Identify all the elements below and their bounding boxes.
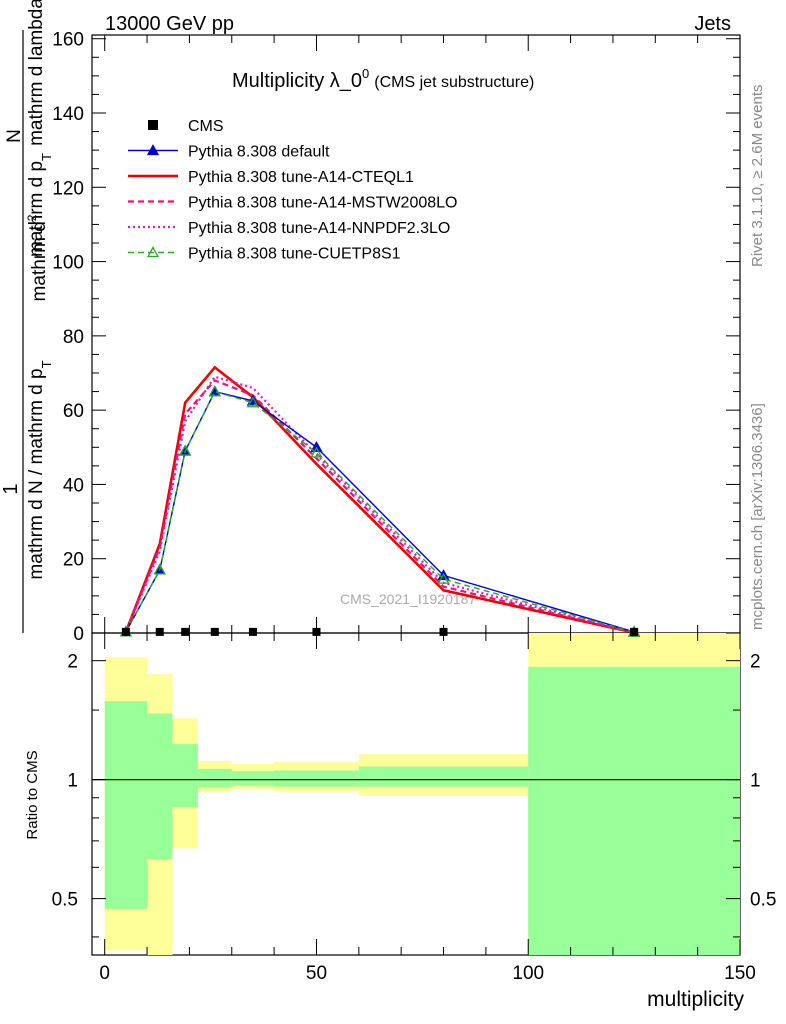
series-2 xyxy=(124,365,635,634)
ratio-x-tick-label: 150 xyxy=(724,963,756,984)
ratio-inner-band-0 xyxy=(104,701,148,910)
legend-entry-3: Pythia 8.308 tune-A14-MSTW2008LO xyxy=(128,195,457,212)
header-energy-label: 13000 GeV pp xyxy=(105,13,234,35)
main-y-tick-label: 40 xyxy=(63,475,84,496)
cms-data-point xyxy=(439,627,448,636)
legend-entry-0: CMS xyxy=(148,118,224,135)
legend-marker xyxy=(146,144,160,156)
svg-text:mathrm d2: mathrm d2 xyxy=(25,214,50,301)
main-y-tick-label: 60 xyxy=(63,401,84,422)
cms-data-point xyxy=(121,627,130,636)
ratio-inner-band-2 xyxy=(172,744,198,808)
svg-text:mathrm d N / mathrm d pT: mathrm d N / mathrm d pT xyxy=(26,360,54,579)
legend-entry-1: Pythia 8.308 default xyxy=(128,144,330,161)
main-y-tick-label: 120 xyxy=(52,178,84,199)
ratio-inner-band-7 xyxy=(528,666,740,955)
mcplots-label: mcplots.cern.ch [arXiv:1306.3436] xyxy=(749,403,766,630)
legend-entry-2: Pythia 8.308 tune-A14-CTEQL1 xyxy=(128,169,414,186)
legend-label: Pythia 8.308 tune-A14-NNPDF2.3LO xyxy=(188,220,450,237)
ratio-x-tick-label: 0 xyxy=(99,963,110,984)
series-marker-5 xyxy=(179,444,192,456)
ratio-inner-band-3 xyxy=(197,768,232,788)
legend-entry-4: Pythia 8.308 tune-A14-NNPDF2.3LO xyxy=(128,220,450,237)
series-4 xyxy=(124,375,635,634)
series-line-3 xyxy=(124,379,635,634)
ratio-y-tick-label: 0.5 xyxy=(52,890,78,911)
cms-data-point xyxy=(248,627,257,636)
main-series-layer xyxy=(119,365,641,637)
ratio-inner-band-1 xyxy=(147,713,173,859)
legend-label: CMS xyxy=(188,118,224,135)
rivet-version-label: Rivet 3.1.10, ≥ 2.6M events xyxy=(749,85,766,268)
main-y-tick-label: 100 xyxy=(52,253,84,274)
svg-text:mathrm d pT: mathrm d pT xyxy=(26,153,54,257)
analysis-watermark: CMS_2021_I1920187 xyxy=(340,591,476,607)
series-line-5 xyxy=(125,390,635,633)
ratio-y-tick-label: 2 xyxy=(67,652,78,673)
ratio-y-tick-label-right: 0.5 xyxy=(750,890,776,911)
cms-data-point xyxy=(630,627,639,636)
main-y-tick-label: 80 xyxy=(63,327,84,348)
cms-data-point xyxy=(155,627,164,636)
series-marker-1 xyxy=(208,385,221,397)
svg-text:N: N xyxy=(4,129,25,143)
cms-data-point xyxy=(181,627,190,636)
header-jets-label: Jets xyxy=(694,13,731,35)
ratio-y-tick-label-right: 2 xyxy=(750,652,761,673)
series-marker-5 xyxy=(208,385,221,397)
series-marker-5 xyxy=(246,396,260,408)
ratio-inner-band-6 xyxy=(358,766,529,787)
legend: CMS Pythia 8.308 default Pythia 8.308 tune… xyxy=(128,118,457,263)
ratio-inner-band-4 xyxy=(231,771,275,786)
main-y-axis-label: 1 mathrm d2 N mathrm d N / mathrm d pT m… xyxy=(0,0,54,633)
ratio-uncertainty-bands xyxy=(92,633,740,955)
ratio-y-tick-label-right: 1 xyxy=(750,771,761,792)
main-plot-title: Multiplicity λ_00(CMS jet substructure) xyxy=(232,66,534,92)
ratio-y-tick-label: 1 xyxy=(67,771,78,792)
legend-label: Pythia 8.308 tune-CUETP8S1 xyxy=(188,246,401,263)
x-axis-label: multiplicity xyxy=(647,988,744,1011)
ratio-inner-band-5 xyxy=(274,770,359,787)
svg-text:mathrm d lambda: mathrm d lambda xyxy=(26,0,47,146)
legend-label: Pythia 8.308 default xyxy=(188,144,330,161)
series-line-4 xyxy=(124,375,635,634)
main-y-tick-label: 140 xyxy=(52,104,84,125)
cms-data-point xyxy=(312,627,321,636)
main-y-tick-label: 20 xyxy=(63,550,84,571)
legend-label: Pythia 8.308 tune-A14-MSTW2008LO xyxy=(188,195,457,212)
ratio-x-tick-label: 100 xyxy=(512,963,544,984)
series-marker-5 xyxy=(437,572,450,584)
ratio-x-tick-label: 50 xyxy=(306,963,327,984)
series-marker-5 xyxy=(310,446,323,458)
legend-label: Pythia 8.308 tune-A14-CTEQL1 xyxy=(188,169,414,186)
series-0 xyxy=(121,627,639,636)
series-line-2 xyxy=(124,365,635,634)
ratio-y-axis-label: Ratio to CMS xyxy=(24,750,41,839)
main-y-tick-label: 160 xyxy=(52,30,84,51)
main-y-tick-label: 0 xyxy=(73,624,84,645)
legend-marker xyxy=(146,246,160,258)
main-axis-ticks: 0 20 40 60 80 100 120 140 160 xyxy=(52,30,741,645)
legend-swatch xyxy=(148,120,158,130)
series-marker-5 xyxy=(153,563,166,575)
cms-data-point xyxy=(210,627,219,636)
legend-entry-5: Pythia 8.308 tune-CUETP8S1 xyxy=(128,246,401,263)
series-3 xyxy=(124,379,635,634)
ratio-axis-ticks: 0.5 0.5 1 1 2 2 0 50 100 150 xyxy=(52,633,776,984)
svg-text:1: 1 xyxy=(0,483,22,494)
